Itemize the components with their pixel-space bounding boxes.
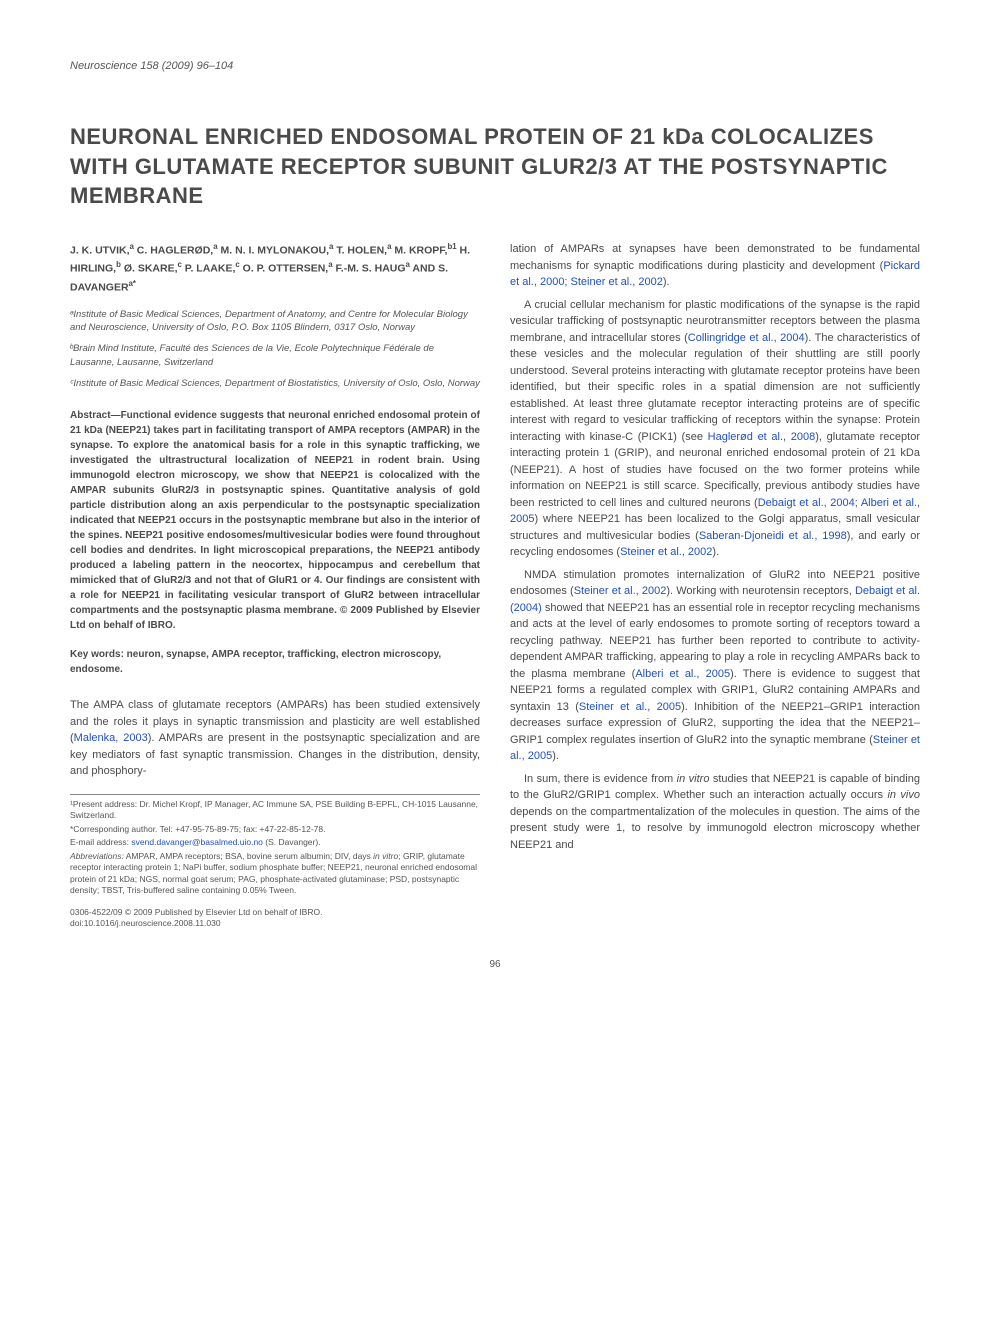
- body-paragraph: In sum, there is evidence from in vitro …: [510, 771, 920, 854]
- body-paragraph: lation of AMPARs at synapses have been d…: [510, 241, 920, 291]
- affiliation-c: ᶜInstitute of Basic Medical Sciences, De…: [70, 377, 480, 390]
- right-column: lation of AMPARs at synapses have been d…: [510, 241, 920, 929]
- article-title: NEURONAL ENRICHED ENDOSOMAL PROTEIN OF 2…: [70, 122, 920, 211]
- doi-line: doi:10.1016/j.neuroscience.2008.11.030: [70, 918, 480, 929]
- author-list: J. K. UTVIK,a C. HAGLERØD,a M. N. I. MYL…: [70, 241, 480, 296]
- copyright-line: 0306-4522/09 © 2009 Published by Elsevie…: [70, 907, 480, 918]
- abstract-text: Abstract—Functional evidence suggests th…: [70, 408, 480, 633]
- left-column: J. K. UTVIK,a C. HAGLERØD,a M. N. I. MYL…: [70, 241, 480, 929]
- journal-header: Neuroscience 158 (2009) 96–104: [70, 60, 920, 72]
- footnote-corresponding: *Corresponding author. Tel: +47-95-75-89…: [70, 824, 480, 835]
- affiliation-b: ᵇBrain Mind Institute, Faculté des Scien…: [70, 342, 480, 369]
- footnotes-block: ¹Present address: Dr. Michel Kropf, IP M…: [70, 794, 480, 897]
- body-paragraph: The AMPA class of glutamate receptors (A…: [70, 697, 480, 780]
- footnote-present-address: ¹Present address: Dr. Michel Kropf, IP M…: [70, 799, 480, 822]
- affiliation-a: ᵃInstitute of Basic Medical Sciences, De…: [70, 308, 480, 335]
- keywords-text: Key words: neuron, synapse, AMPA recepto…: [70, 647, 480, 677]
- footnote-email: E-mail address: svend.davanger@basalmed.…: [70, 837, 480, 848]
- page-number: 96: [70, 959, 920, 970]
- doi-block: 0306-4522/09 © 2009 Published by Elsevie…: [70, 907, 480, 930]
- body-paragraph: NMDA stimulation promotes internalizatio…: [510, 567, 920, 765]
- two-column-layout: J. K. UTVIK,a C. HAGLERØD,a M. N. I. MYL…: [70, 241, 920, 929]
- footnote-abbreviations: Abbreviations: AMPAR, AMPA receptors; BS…: [70, 851, 480, 897]
- body-paragraph: A crucial cellular mechanism for plastic…: [510, 297, 920, 561]
